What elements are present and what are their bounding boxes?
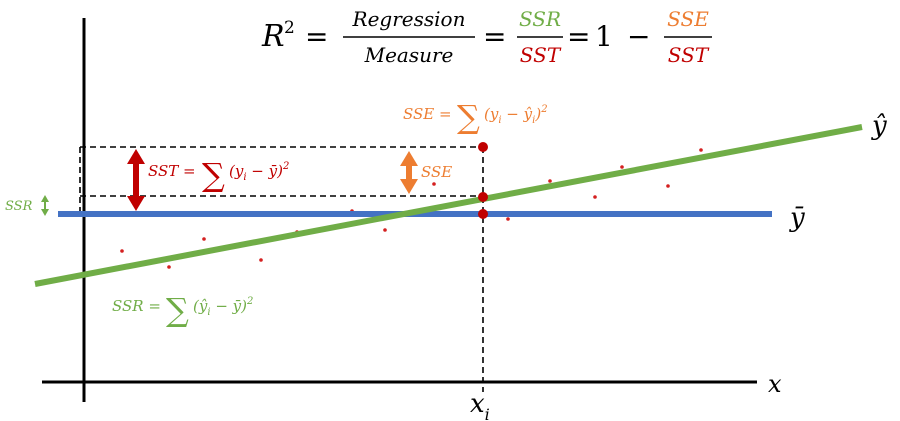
data-point [506,217,510,221]
data-point [699,148,703,152]
formula-minus: − [627,20,650,53]
point-yhat-i [478,192,488,202]
sse-equation: SSE = ∑ (yi − ŷi)2 [403,98,548,136]
data-point [383,228,387,232]
data-point [620,165,624,169]
ssr-equation: SSR = ∑ (ŷi − ȳ)2 [112,291,253,329]
frac2-numerator: SSR [519,7,561,31]
formula-eq1: = [305,20,328,53]
regression-line-label: ŷ [871,111,887,141]
sst-equation: SST = ∑ (yi − ȳ)2 [148,156,289,194]
formula-r-exponent: 2 [284,18,295,38]
sst-eq-body: (yi − ȳ)2 [229,161,289,183]
formula-eq2: = [483,20,506,53]
data-point [666,184,670,188]
sse-arrow-icon [400,151,418,194]
sst-arrow-icon [127,149,145,211]
frac1-denominator: Measure [364,43,454,67]
dashed-guides [79,146,484,392]
r-squared-formula: R 2 = Regression Measure = SSR SST = 1 −… [261,7,712,67]
data-point [432,182,436,186]
formula-one: 1 [595,20,613,53]
data-point [548,179,552,183]
x-axis-label: x [768,370,782,398]
sse-eq-sum: ∑ [457,98,480,136]
sse-eq-body: (yi − ŷi)2 [484,104,548,126]
formula-r: R [261,19,285,54]
sse-arrow-label: SSE [421,163,452,181]
point-ybar-i [478,209,488,219]
ssr-eq-sum: ∑ [166,291,189,329]
mean-line-label: ȳ [789,203,805,233]
sst-eq-lhs: SST = [148,162,196,180]
frac1-numerator: Regression [352,7,466,31]
ssr-arrow-icon [41,195,49,216]
frac3-numerator: SSE [667,7,709,31]
frac2-denominator: SST [520,43,562,67]
sst-eq-sum: ∑ [202,156,225,194]
frac3-denominator: SST [668,43,710,67]
ssr-eq-body: (ŷi − ȳ)2 [193,296,253,318]
formula-eq3: = [567,20,590,53]
data-point [202,237,206,241]
ssr-side-label: SSR [5,199,33,214]
data-point [167,265,171,269]
xi-label: xi [470,389,490,421]
ssr-eq-lhs: SSR = [112,297,161,315]
regression-line [34,124,863,287]
sse-eq-lhs: SSE = [403,105,452,123]
data-point [593,195,597,199]
data-point [259,258,263,262]
data-point [120,249,124,253]
point-yi [478,142,488,152]
